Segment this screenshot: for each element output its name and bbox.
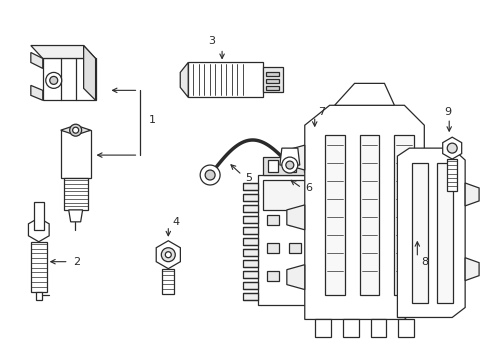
Bar (34, 202, 44, 230)
Bar (243, 216, 258, 223)
Bar (243, 293, 258, 300)
Polygon shape (442, 137, 461, 159)
Text: 8: 8 (421, 257, 427, 267)
Polygon shape (83, 45, 95, 100)
Bar (267, 160, 277, 172)
Polygon shape (286, 205, 304, 230)
Circle shape (285, 161, 293, 169)
Polygon shape (61, 130, 90, 178)
Bar (370, 319, 386, 337)
Polygon shape (424, 160, 441, 185)
Bar (243, 227, 258, 234)
Bar (265, 80, 278, 84)
Bar (243, 205, 258, 212)
Text: 4: 4 (172, 217, 179, 227)
Bar (321, 160, 331, 172)
Polygon shape (304, 105, 424, 319)
Polygon shape (464, 258, 478, 280)
Bar (342, 319, 358, 337)
Bar (288, 271, 300, 280)
Bar (243, 282, 258, 289)
Bar (258, 175, 345, 305)
Polygon shape (156, 241, 180, 269)
Polygon shape (31, 85, 42, 100)
Bar (303, 160, 313, 172)
Bar (359, 135, 379, 294)
Circle shape (447, 143, 456, 153)
Bar (243, 260, 258, 267)
Bar (436, 163, 452, 302)
Polygon shape (286, 265, 304, 289)
Polygon shape (68, 210, 82, 222)
Text: 5: 5 (244, 173, 251, 183)
Bar (324, 135, 344, 294)
Polygon shape (61, 125, 90, 135)
Polygon shape (63, 178, 87, 210)
Bar (314, 319, 330, 337)
Bar (265, 72, 278, 76)
Circle shape (69, 124, 81, 136)
Polygon shape (188, 62, 263, 97)
Bar (265, 86, 278, 90)
Circle shape (205, 170, 215, 180)
Bar (243, 238, 258, 245)
Bar (36, 292, 41, 300)
Bar (243, 249, 258, 256)
Text: 2: 2 (73, 257, 80, 267)
Circle shape (161, 248, 175, 262)
Bar (310, 271, 322, 280)
Bar (266, 215, 278, 225)
Bar (263, 180, 340, 210)
Polygon shape (31, 45, 95, 58)
Circle shape (200, 165, 220, 185)
Bar (310, 243, 322, 253)
Bar (411, 163, 427, 302)
Bar (31, 242, 47, 292)
Bar (243, 194, 258, 201)
Circle shape (281, 157, 297, 173)
Bar (394, 135, 413, 294)
Bar (263, 157, 340, 175)
Polygon shape (279, 148, 299, 165)
Circle shape (165, 252, 171, 258)
Text: 6: 6 (304, 183, 311, 193)
Polygon shape (31, 53, 42, 68)
Circle shape (46, 72, 61, 88)
Bar (398, 319, 413, 337)
Bar (266, 243, 278, 253)
Polygon shape (464, 183, 478, 206)
Bar (310, 215, 322, 225)
Polygon shape (42, 58, 95, 100)
Polygon shape (180, 62, 188, 97)
Circle shape (73, 127, 79, 133)
Bar (162, 269, 174, 293)
Bar (243, 271, 258, 278)
Bar (447, 159, 456, 191)
Polygon shape (397, 148, 464, 318)
Bar (266, 271, 278, 280)
Bar (243, 183, 258, 190)
Text: 3: 3 (208, 36, 215, 46)
Text: 1: 1 (148, 115, 155, 125)
Polygon shape (28, 218, 49, 242)
Polygon shape (286, 145, 304, 170)
Text: 7: 7 (317, 107, 324, 117)
Bar (288, 243, 300, 253)
Bar (285, 160, 295, 172)
Polygon shape (334, 84, 394, 105)
Circle shape (50, 76, 58, 84)
Polygon shape (263, 67, 282, 92)
Polygon shape (424, 230, 441, 255)
Text: 9: 9 (443, 107, 450, 117)
Bar (288, 215, 300, 225)
